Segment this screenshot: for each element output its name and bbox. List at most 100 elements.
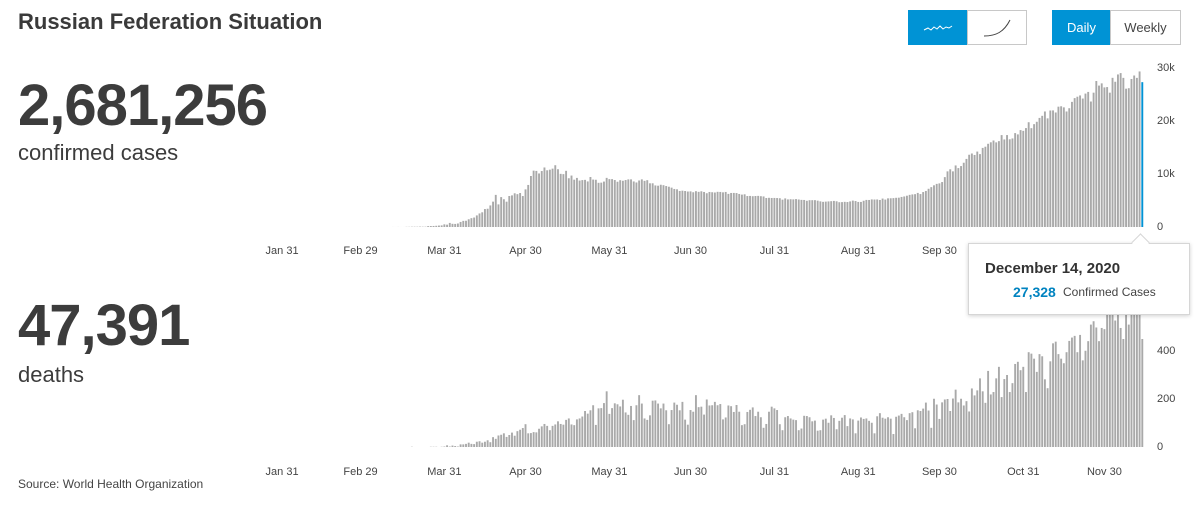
bar [440,225,443,227]
bar [908,413,911,447]
bar [1108,305,1111,447]
bar [727,405,730,447]
bar [538,428,540,447]
bar [751,196,754,227]
bar [1073,98,1076,228]
bar [527,433,530,447]
cumulative-toggle[interactable] [967,10,1027,45]
bar [1043,111,1046,227]
bar [1065,111,1068,227]
bar [632,420,635,447]
bar [827,201,830,227]
bar [1081,360,1084,447]
bar [713,192,716,227]
bar [727,193,730,227]
bar [973,395,976,447]
bar [927,410,930,447]
bar [984,146,987,227]
bar [1073,335,1076,447]
bar [619,180,622,227]
bar [551,425,554,447]
bar [724,417,727,447]
bar [1098,341,1100,447]
bar [573,425,576,447]
bar [443,224,446,227]
bar [592,405,595,447]
bar [654,400,657,447]
x-tick-label: Oct 31 [1007,466,1039,478]
bar [754,196,757,227]
bar [1079,334,1082,447]
weekly-button[interactable]: Weekly [1110,10,1181,45]
bar [705,399,708,447]
bar [765,197,768,227]
y-tick-label: 400 [1157,345,1175,357]
bar [670,187,673,227]
bar [492,201,495,227]
bar [1130,78,1133,227]
bar [795,420,797,447]
bar [968,154,971,227]
bar [562,424,565,447]
bar [1135,77,1138,227]
bar [635,182,638,227]
bar [570,424,573,447]
bar [611,408,614,447]
bar [814,420,816,447]
bar [862,200,865,227]
bar [470,218,473,227]
bar [759,196,762,227]
bar [451,223,454,227]
bar [508,196,511,227]
bar [627,179,630,227]
bar [800,428,803,447]
bar [786,199,789,227]
bar [1054,341,1057,447]
bar [908,194,911,227]
bar [916,192,919,227]
bar [887,417,889,447]
bar [589,410,592,447]
wave-icon [923,24,953,31]
bar [1071,101,1073,227]
bar [1092,321,1095,447]
bar [467,219,470,227]
bar [665,186,668,227]
bar [713,401,716,447]
bar [1135,308,1138,447]
bar [1035,371,1038,447]
bar [559,423,562,447]
bar [548,169,551,227]
daily-button[interactable]: Daily [1052,10,1111,45]
x-tick-label: May 31 [591,245,627,257]
bar [776,198,779,227]
bar [616,181,619,227]
bar [651,183,654,227]
bar [1071,337,1073,447]
bar [1022,130,1025,227]
bar [1016,134,1019,227]
bar [819,430,822,447]
bar [995,378,998,447]
bar [846,202,849,227]
bar [992,392,995,447]
source: Source: World Health Organization [18,477,204,491]
bar [481,212,484,227]
bar [762,196,765,227]
bar [1108,92,1111,227]
bar [954,389,957,447]
bar [960,398,962,447]
bar [703,191,706,227]
bar [597,182,600,227]
bar [681,401,684,447]
bar [616,404,619,447]
bar [581,180,584,227]
bar [1057,354,1060,447]
bar [473,217,476,227]
bar [803,199,806,227]
bar [532,432,535,447]
bar [865,199,868,227]
bar [678,410,681,447]
bar [554,424,557,447]
bar [781,430,784,447]
